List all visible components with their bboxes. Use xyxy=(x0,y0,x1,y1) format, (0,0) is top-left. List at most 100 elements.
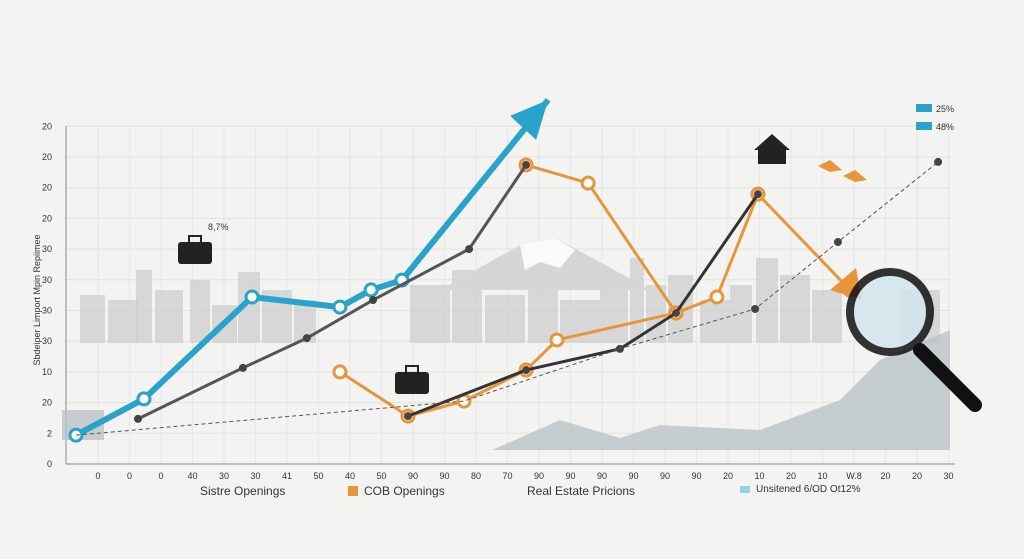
mountain-snow xyxy=(520,238,575,270)
x-tick-label: 90 xyxy=(534,471,544,481)
building xyxy=(80,295,105,343)
building xyxy=(780,275,810,343)
legend-label: Sistre Openings xyxy=(200,484,286,498)
bird-icon xyxy=(818,160,842,172)
building xyxy=(190,280,210,343)
briefcase-icon xyxy=(395,372,429,394)
y-axis-label: Sbdeiper Limport Mpin Repiimee xyxy=(32,234,42,365)
data-point xyxy=(522,366,531,375)
y-tick-label: 30 xyxy=(42,244,52,254)
data-point xyxy=(753,190,762,199)
legend-item: COB Openings xyxy=(348,484,445,498)
data-point xyxy=(751,304,760,313)
y-tick-label: 0 xyxy=(47,459,52,469)
data-point xyxy=(302,334,311,343)
data-point xyxy=(580,175,596,191)
magnifier-icon xyxy=(846,268,934,356)
legend-label: Unsitened 6/OD Ot12% xyxy=(756,484,861,495)
legend-swatch xyxy=(740,486,750,493)
x-tick-label: 90 xyxy=(691,471,701,481)
building xyxy=(410,285,450,343)
x-tick-label: 40 xyxy=(187,471,197,481)
building xyxy=(756,258,778,343)
building xyxy=(600,290,628,343)
x-tick-label: 30 xyxy=(250,471,260,481)
building xyxy=(238,272,260,343)
legend-swatch xyxy=(916,122,932,130)
data-point xyxy=(522,160,531,169)
legend-item: Real Estate Pricions xyxy=(527,484,635,498)
house-icon xyxy=(754,134,790,150)
x-tick-label: 50 xyxy=(376,471,386,481)
building xyxy=(630,258,644,343)
y-tick-label: 20 xyxy=(42,183,52,193)
legend-label: Real Estate Pricions xyxy=(527,484,636,498)
legend-swatch xyxy=(348,486,358,496)
x-tick-label: 30 xyxy=(943,471,953,481)
data-point xyxy=(368,296,377,305)
y-tick-label: 30 xyxy=(42,306,52,316)
building xyxy=(108,300,138,343)
x-tick-label: 10 xyxy=(754,471,764,481)
data-point xyxy=(363,282,379,298)
x-tick-label: 90 xyxy=(565,471,575,481)
building xyxy=(136,270,152,343)
legend-item: Sistre Openings xyxy=(200,484,285,498)
y-tick-label: 20 xyxy=(42,152,52,162)
data-point xyxy=(332,299,348,315)
legend-label: 25% xyxy=(936,104,954,114)
legend-label: COB Openings xyxy=(364,484,445,498)
house-body xyxy=(758,150,786,164)
y-tick-label: 30 xyxy=(42,275,52,285)
data-point xyxy=(672,308,681,317)
data-point xyxy=(403,412,412,421)
series-line xyxy=(525,163,851,315)
data-point xyxy=(934,157,943,166)
data-point xyxy=(709,289,725,305)
data-point xyxy=(549,332,565,348)
data-point xyxy=(465,245,474,254)
bird-icon xyxy=(843,170,867,182)
y-tick-label: 20 xyxy=(42,213,52,223)
y-tick-label: 20 xyxy=(42,398,52,408)
y-tick-label: 2 xyxy=(47,428,52,438)
magnifier-handle xyxy=(913,343,982,412)
x-tick-label: 90 xyxy=(597,471,607,481)
x-tick-label: 20 xyxy=(723,471,733,481)
x-tick-label: 20 xyxy=(786,471,796,481)
building xyxy=(155,290,183,343)
x-tick-label: 20 xyxy=(912,471,922,481)
x-tick-label: 90 xyxy=(408,471,418,481)
y-tick-label: 20 xyxy=(42,121,52,131)
briefcase-icon xyxy=(178,242,212,264)
x-tick-label: 0 xyxy=(95,471,100,481)
legend-item: Unsitened 6/OD Ot12% xyxy=(740,484,861,495)
building xyxy=(528,280,558,343)
x-tick-label: 20 xyxy=(880,471,890,481)
data-point xyxy=(332,364,348,380)
annotation: 8,7% xyxy=(208,222,229,232)
data-point xyxy=(244,289,260,305)
area-shape xyxy=(492,330,950,450)
briefcase-handle xyxy=(188,235,202,244)
building xyxy=(700,300,730,343)
series-line xyxy=(74,98,551,438)
briefcase-handle xyxy=(405,365,419,374)
x-tick-label: 40 xyxy=(345,471,355,481)
y-tick-label: 30 xyxy=(42,336,52,346)
x-tick-label: 10 xyxy=(817,471,827,481)
x-tick-label: 90 xyxy=(660,471,670,481)
x-tick-label: 30 xyxy=(219,471,229,481)
x-tick-label: 50 xyxy=(313,471,323,481)
series-line xyxy=(339,311,677,418)
data-point xyxy=(136,391,152,407)
y-tick-label: 10 xyxy=(42,367,52,377)
series-line xyxy=(75,161,939,436)
x-tick-label: 0 xyxy=(158,471,163,481)
building xyxy=(812,290,842,343)
legend-label: 48% xyxy=(936,122,954,132)
building xyxy=(294,300,316,343)
x-tick-label: W.8 xyxy=(846,471,862,481)
